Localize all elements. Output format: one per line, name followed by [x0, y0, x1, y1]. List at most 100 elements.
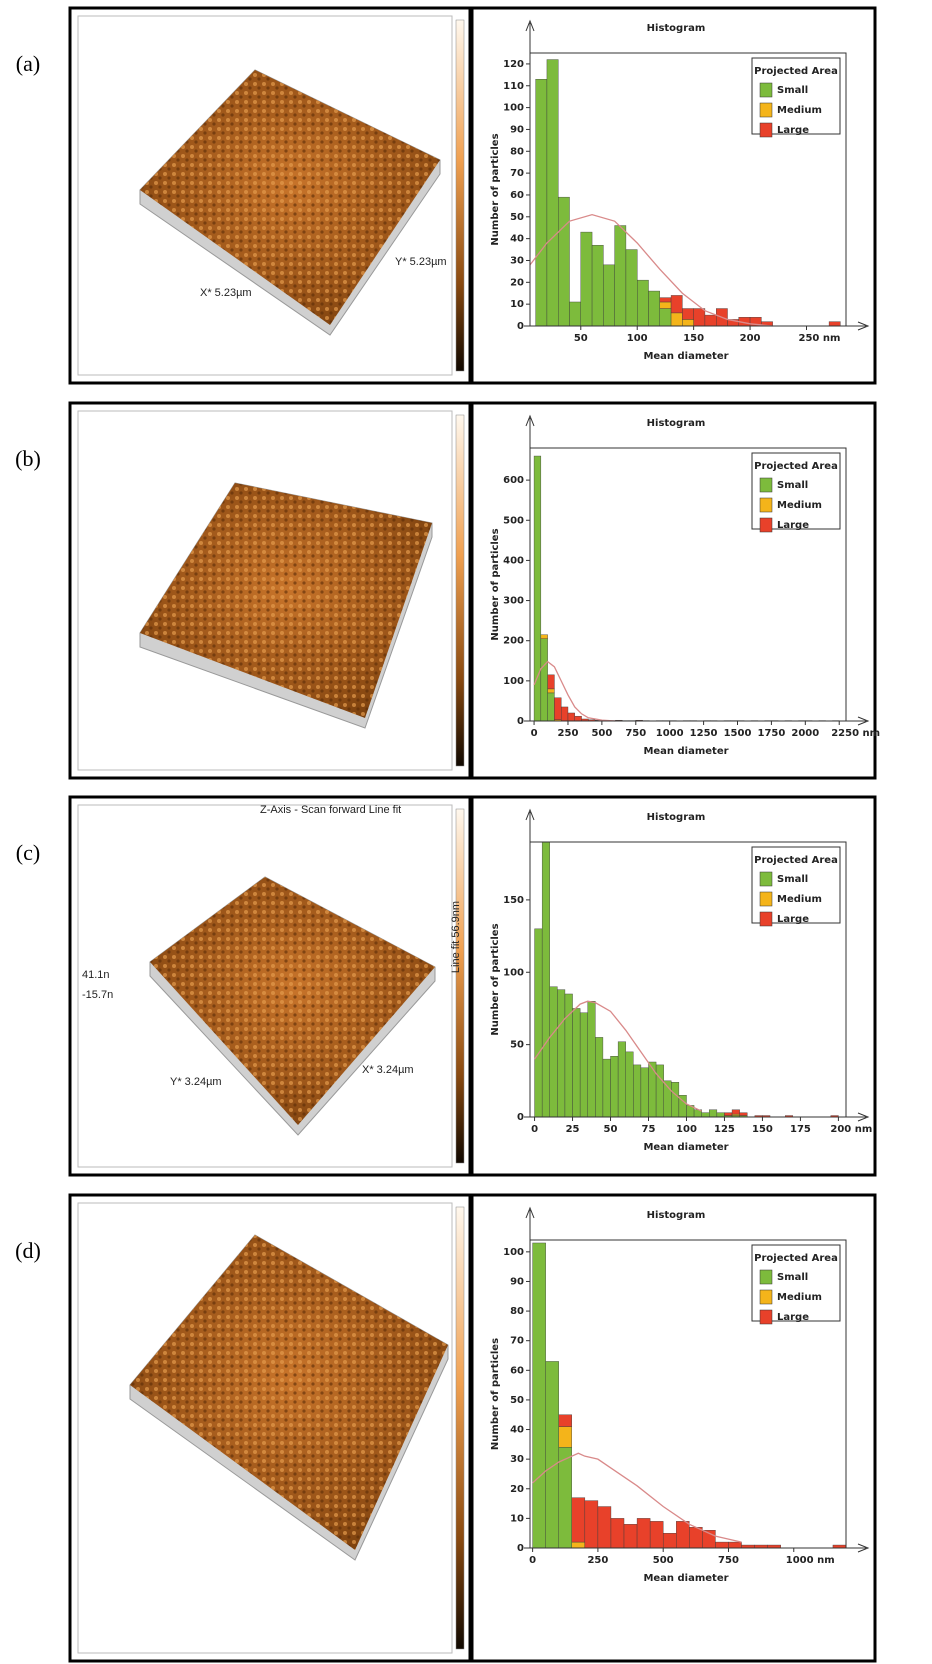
figure: (a)X* 5.23µmY* 5.23µm(b)(c)Z-Axis - Scan…: [0, 0, 932, 1664]
x-tick-label: 175: [790, 1124, 811, 1135]
x-tick-label: 75: [642, 1124, 656, 1135]
y-tick-label: 300: [503, 596, 524, 607]
panel-label: (b): [15, 446, 41, 471]
legend-swatch: [760, 498, 772, 512]
bar: [663, 1533, 676, 1548]
x-tick-label: 500: [653, 1555, 674, 1566]
chart-title: Histogram: [647, 812, 706, 823]
x-tick-label: 100: [627, 333, 648, 344]
bar: [671, 313, 682, 326]
y-tick-label: 100: [503, 1247, 524, 1258]
y-axis-title: Number of particles: [490, 133, 501, 245]
x-axis-title: Mean diameter: [643, 351, 728, 362]
bar: [740, 1113, 748, 1116]
legend-label: Medium: [777, 105, 822, 116]
y-axis-title: Number of particles: [490, 528, 501, 640]
y-tick-label: 50: [510, 212, 524, 223]
legend-label: Small: [777, 874, 808, 885]
bar: [603, 1059, 611, 1117]
bar: [554, 698, 561, 720]
bar: [829, 322, 840, 326]
y-tick-label: 100: [503, 967, 524, 978]
x-tick-label: 1000: [656, 728, 684, 739]
bar: [715, 1542, 728, 1548]
y-tick-label: 110: [503, 81, 524, 92]
afm-label: Line fit 56.9nm: [450, 901, 462, 973]
bar: [541, 635, 548, 639]
afm-label: X* 3.24µm: [362, 1064, 414, 1076]
bar: [603, 265, 614, 326]
color-bar: [456, 809, 464, 1163]
color-bar: [456, 20, 464, 371]
legend-swatch: [760, 478, 772, 492]
x-tick-label: 750: [625, 728, 646, 739]
legend-title: Projected Area: [754, 1253, 838, 1264]
legend-label: Small: [777, 1272, 808, 1283]
x-tick-label: 1750: [757, 728, 785, 739]
x-tick-label: 1250: [690, 728, 718, 739]
bar: [732, 1114, 740, 1115]
x-axis-title: Mean diameter: [643, 1142, 728, 1153]
legend-title: Projected Area: [754, 461, 838, 472]
y-tick-label: 0: [517, 716, 524, 727]
bar: [548, 689, 555, 693]
bar: [618, 1042, 626, 1117]
x-tick-label: 2000: [791, 728, 819, 739]
y-tick-label: 600: [503, 475, 524, 486]
legend-title: Projected Area: [754, 855, 838, 866]
y-tick-label: 200: [503, 636, 524, 647]
y-tick-label: 0: [517, 1543, 524, 1554]
bar: [550, 987, 558, 1117]
x-tick-label: 200: [740, 333, 761, 344]
bar: [548, 675, 555, 689]
bar: [615, 226, 626, 326]
bar: [572, 1542, 585, 1548]
bar: [682, 319, 693, 326]
legend-swatch: [760, 518, 772, 532]
bar: [709, 1110, 717, 1117]
legend-swatch: [760, 1310, 772, 1324]
afm-label: -15.7n: [82, 989, 113, 1001]
x-axis-title: Mean diameter: [643, 746, 728, 757]
y-tick-label: 90: [510, 124, 524, 135]
x-tick-label: 100: [676, 1124, 697, 1135]
bar: [592, 245, 603, 326]
x-tick-label: 1000 nm: [786, 1555, 835, 1566]
y-tick-label: 100: [503, 676, 524, 687]
bar: [689, 1527, 702, 1548]
y-tick-label: 50: [510, 1040, 524, 1051]
panel-label: (d): [15, 1238, 41, 1263]
y-tick-label: 20: [510, 277, 524, 288]
legend-swatch: [760, 83, 772, 97]
x-tick-label: 0: [531, 728, 538, 739]
bar: [575, 716, 582, 721]
x-tick-label: 200 nm: [830, 1124, 872, 1135]
bar: [611, 1056, 619, 1117]
bar: [561, 707, 568, 721]
bar: [548, 693, 555, 721]
bar: [650, 1521, 663, 1548]
legend-swatch: [760, 872, 772, 886]
y-tick-label: 100: [503, 103, 524, 114]
bar: [660, 309, 671, 326]
bar: [656, 1065, 664, 1117]
bar: [660, 298, 671, 302]
bar: [546, 1361, 559, 1548]
legend-label: Small: [777, 480, 808, 491]
panel-label: (a): [16, 51, 40, 76]
legend-label: Large: [777, 914, 809, 925]
legend-swatch: [760, 103, 772, 117]
bar: [559, 1447, 572, 1548]
bar: [611, 1518, 624, 1548]
x-tick-label: 250: [558, 728, 579, 739]
legend-swatch: [760, 1290, 772, 1304]
bar: [702, 1113, 710, 1117]
chart-title: Histogram: [647, 418, 706, 429]
legend-title: Projected Area: [754, 66, 838, 77]
bar: [533, 1243, 546, 1548]
y-tick-label: 150: [503, 895, 524, 906]
bar: [595, 1037, 603, 1117]
bar: [637, 1518, 650, 1548]
bar: [671, 295, 682, 312]
bar: [694, 309, 705, 326]
